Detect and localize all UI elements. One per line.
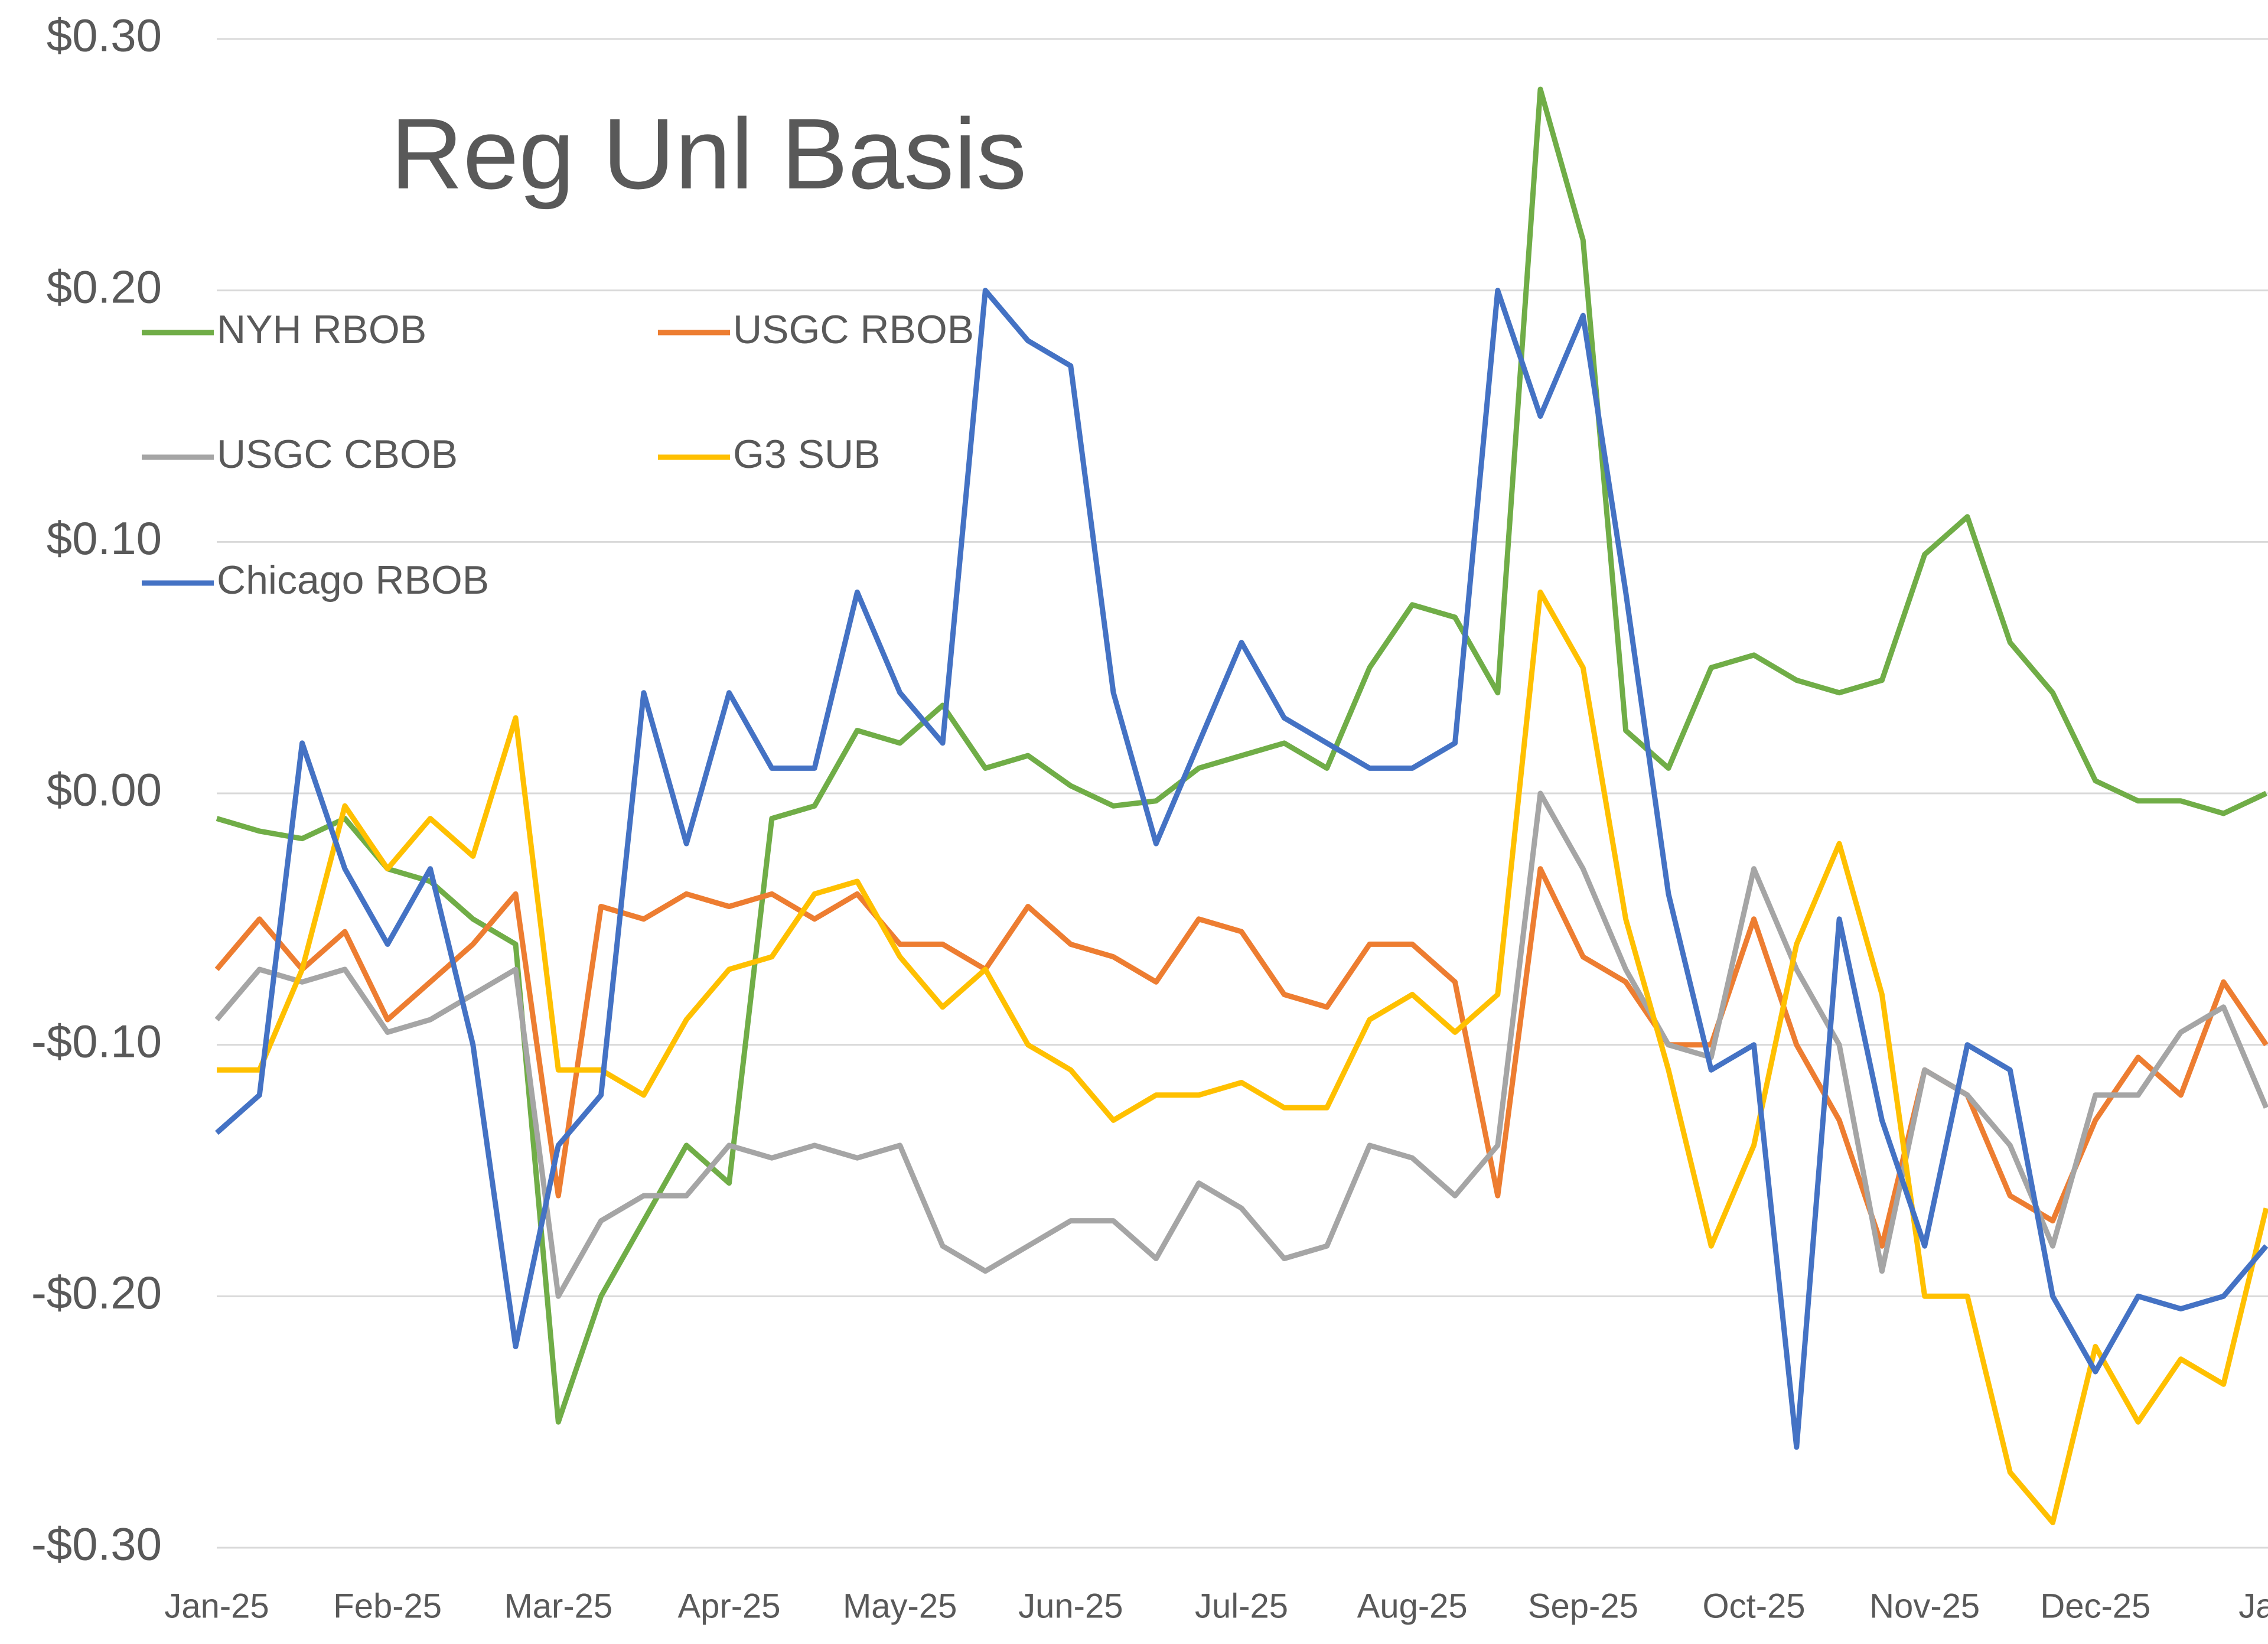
x-tick-label: Nov-25: [1869, 1587, 1980, 1625]
y-tick-label: -$0.30: [31, 1518, 162, 1570]
x-tick-label: Sep-25: [1528, 1587, 1638, 1625]
y-tick-label: -$0.20: [31, 1267, 162, 1319]
legend-label: USGC RBOB: [733, 307, 974, 352]
x-tick-label: Mar-25: [504, 1587, 612, 1625]
series-line: [216, 86, 2267, 1425]
legend-label: G3 SUB: [733, 432, 880, 477]
series-line: [214, 790, 2268, 1299]
x-tick-label: May-25: [843, 1587, 957, 1625]
x-tick-label: Jan: [2238, 1587, 2268, 1625]
legend-label: Chicago RBOB: [217, 558, 489, 603]
y-tick-label: $0.20: [47, 261, 162, 312]
x-tick-label: Jun-25: [1018, 1587, 1123, 1625]
x-tick-label: Dec-25: [2040, 1587, 2150, 1625]
x-tick-label: Oct-25: [1702, 1587, 1805, 1625]
x-tick-label: Feb-25: [333, 1587, 442, 1625]
series-line: [217, 590, 2268, 1525]
x-tick-label: Jan-25: [164, 1587, 269, 1625]
y-tick-label: $0.30: [47, 9, 162, 61]
y-tick-label: -$0.10: [31, 1015, 162, 1067]
x-tick-label: Apr-25: [677, 1587, 780, 1625]
y-tick-label: $0.10: [47, 512, 162, 564]
series-line: [215, 288, 2268, 1450]
x-tick-label: Jul-25: [1195, 1587, 1288, 1625]
legend-label: USGC CBOB: [217, 432, 458, 477]
legend-label: NYH RBOB: [217, 307, 426, 352]
chart-title: Reg Unl Basis: [390, 98, 1027, 210]
y-tick-label: $0.00: [47, 764, 162, 816]
x-tick-label: Aug-25: [1357, 1587, 1468, 1625]
